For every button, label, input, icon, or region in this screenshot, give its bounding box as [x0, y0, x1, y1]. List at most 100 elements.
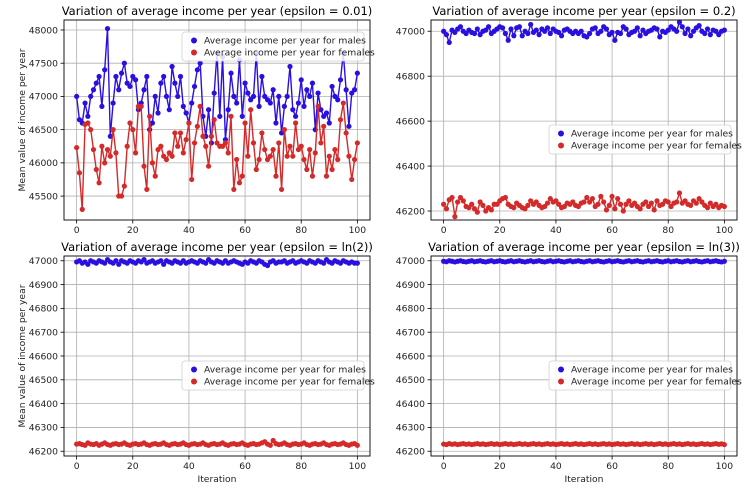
- legend-box: [548, 360, 732, 391]
- y-tick-label: 46600: [29, 351, 58, 362]
- x-tick-label: 20: [494, 461, 506, 472]
- data-point-females: [598, 193, 604, 200]
- x-tick-label: 0: [74, 461, 80, 472]
- data-point-males: [172, 80, 178, 86]
- data-point-females: [130, 127, 136, 133]
- data-point-females: [654, 198, 660, 204]
- legend-marker: [558, 378, 564, 385]
- data-point-males: [245, 90, 251, 96]
- data-point-females: [281, 127, 287, 133]
- data-point-females: [231, 186, 237, 193]
- x-tick-label: 60: [606, 225, 618, 236]
- y-tick-label: 46500: [29, 375, 58, 386]
- data-point-females: [721, 203, 727, 210]
- data-point-females: [189, 176, 195, 183]
- legend-box: [181, 31, 365, 62]
- data-point-males: [547, 30, 553, 37]
- x-tick-label: 100: [716, 461, 734, 472]
- x-tick-label: 80: [295, 461, 307, 472]
- data-point-males: [194, 67, 200, 73]
- data-point-females: [581, 199, 587, 205]
- data-point-males: [721, 27, 727, 33]
- data-point-males: [250, 93, 257, 100]
- data-point-females: [180, 150, 186, 156]
- data-point-males: [298, 77, 304, 83]
- data-point-females: [595, 201, 601, 207]
- y-tick-label: 46500: [29, 125, 58, 136]
- data-point-females: [172, 130, 178, 136]
- data-point-females: [589, 196, 596, 202]
- data-point-males: [351, 87, 358, 93]
- y-tick-label: 47000: [29, 92, 58, 103]
- data-point-females: [118, 193, 125, 199]
- data-point-females: [270, 146, 276, 153]
- data-point-females: [225, 150, 231, 156]
- data-point-females: [455, 199, 461, 205]
- data-point-males: [113, 258, 119, 264]
- data-point-females: [96, 180, 102, 186]
- data-point-males: [96, 73, 102, 80]
- data-point-females: [343, 130, 349, 136]
- data-point-males: [485, 24, 492, 30]
- y-tick-label: 46400: [396, 399, 425, 410]
- data-point-males: [242, 80, 248, 86]
- legend-marker: [558, 142, 564, 149]
- y-tick-label: 47500: [29, 58, 58, 69]
- data-point-males: [623, 26, 629, 32]
- data-point-females: [99, 143, 105, 149]
- data-point-males: [592, 25, 598, 31]
- data-point-females: [609, 193, 615, 200]
- data-point-males: [155, 110, 161, 116]
- data-point-females: [211, 117, 217, 123]
- data-point-males: [239, 113, 245, 119]
- data-point-males: [205, 107, 212, 113]
- data-point-females: [351, 156, 358, 163]
- data-point-males: [203, 260, 209, 266]
- data-point-females: [676, 190, 683, 196]
- y-tick-label: 46600: [396, 116, 425, 127]
- data-point-males: [267, 100, 273, 106]
- data-point-males: [558, 33, 565, 39]
- data-point-males: [228, 70, 234, 76]
- data-point-males: [612, 37, 618, 43]
- plot-frame: [430, 19, 738, 221]
- data-point-males: [191, 83, 198, 90]
- data-point-females: [124, 143, 130, 149]
- data-point-females: [113, 150, 119, 156]
- data-point-females: [323, 173, 330, 179]
- x-tick-label: 0: [441, 461, 447, 472]
- data-point-females: [584, 194, 590, 201]
- y-tick-label: 46900: [396, 280, 425, 291]
- data-point-females: [242, 120, 248, 126]
- x-tick-label: 100: [349, 225, 367, 236]
- data-point-males: [197, 60, 203, 66]
- data-point-females: [354, 140, 360, 146]
- data-point-males: [110, 100, 116, 106]
- data-point-males: [721, 258, 727, 264]
- data-point-males: [321, 260, 327, 266]
- data-point-males: [259, 73, 265, 80]
- x-tick-label: 20: [494, 225, 506, 236]
- data-point-females: [163, 156, 170, 163]
- legend-marker: [191, 366, 197, 373]
- data-point-females: [651, 207, 657, 213]
- data-point-females: [290, 153, 296, 159]
- data-point-males: [337, 77, 344, 83]
- data-point-males: [304, 87, 310, 93]
- data-point-females: [276, 140, 282, 146]
- x-tick-label: 100: [349, 461, 367, 472]
- data-point-females: [248, 107, 254, 113]
- data-point-males: [609, 29, 615, 35]
- data-point-females: [186, 120, 192, 126]
- data-point-females: [449, 194, 455, 201]
- data-point-males: [99, 103, 105, 109]
- data-point-females: [606, 202, 612, 208]
- y-tick-label: 46600: [396, 351, 425, 362]
- y-tick-label: 46800: [396, 71, 425, 82]
- data-point-males: [704, 26, 711, 32]
- data-point-males: [85, 113, 91, 119]
- legend-label: Average income per year for females: [204, 377, 375, 388]
- plot-frame: [63, 19, 371, 221]
- data-point-females: [441, 201, 447, 207]
